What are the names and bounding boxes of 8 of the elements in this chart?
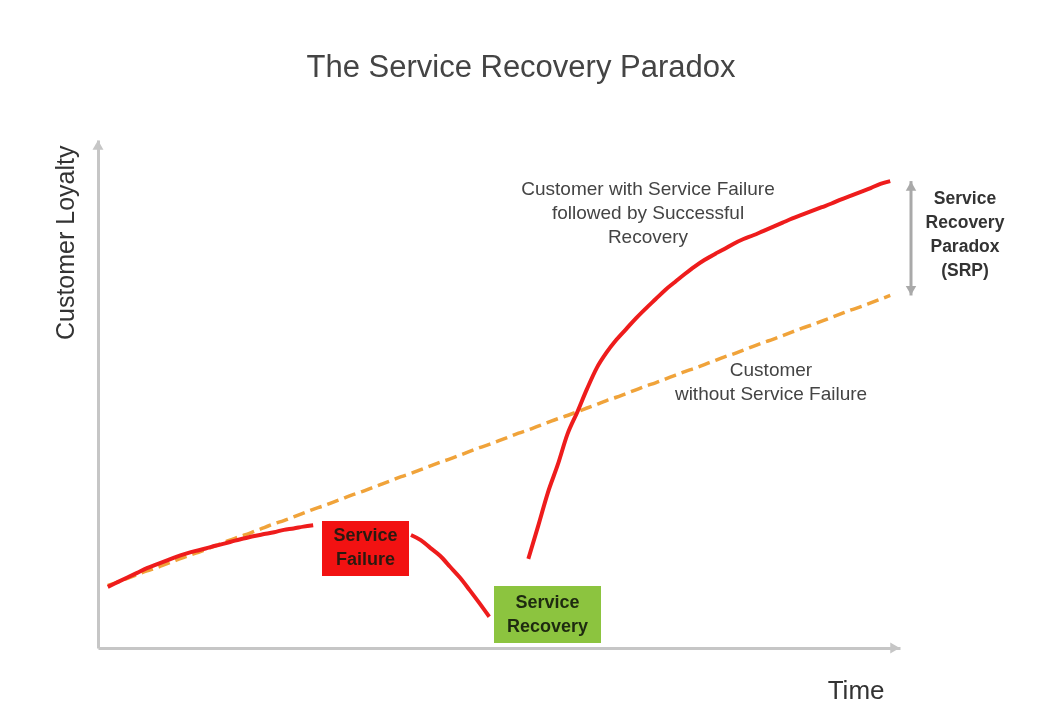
x-axis-title: Time: [827, 674, 885, 705]
annotation: Service Failure: [333, 525, 398, 569]
annotation: Service Recovery: [506, 592, 589, 636]
series-label: Customer with Service Failure followed by Successful Recovery: [521, 178, 775, 247]
chart-title: The Service Recovery Paradox: [306, 49, 736, 84]
text: Service Recovery Paradox (SRP): [925, 188, 1005, 280]
series-label: Customer without Service Failure: [673, 359, 868, 404]
y-axis-title: Customer Loyalty: [50, 145, 79, 341]
